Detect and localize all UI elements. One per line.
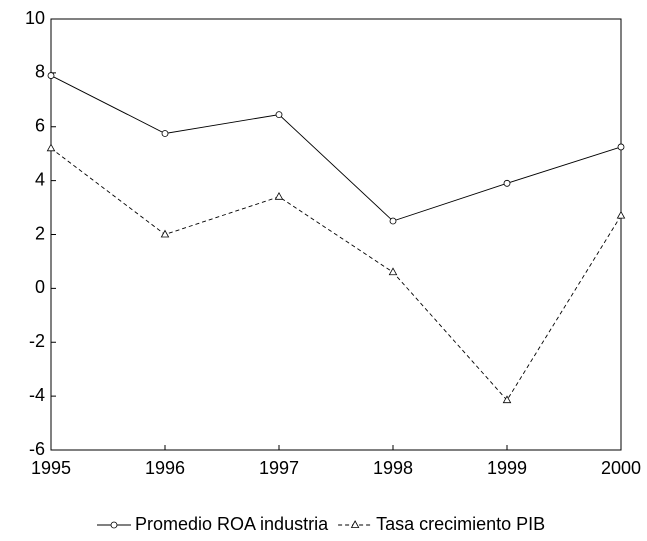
series-line [50,75,622,222]
data-point [160,229,170,238]
x-tick-label: 1998 [373,458,413,478]
data-point [161,130,169,137]
y-tick-label: 8 [35,62,45,82]
data-point [502,395,512,404]
legend-label: Promedio ROA industria [135,514,329,534]
y-tick-label: -4 [29,385,45,405]
x-tick-label: 1997 [259,458,299,478]
data-point [503,179,511,187]
data-point [617,143,625,151]
series-line [50,147,622,401]
x-tick-label: 2000 [601,458,641,478]
data-point [275,111,283,119]
data-point [46,143,56,152]
data-point [389,217,397,225]
y-tick-label: -6 [29,439,45,459]
y-tick-label: 4 [35,169,45,189]
y-tick-label: -2 [29,331,45,351]
data-point [616,210,626,219]
data-point [388,267,398,276]
legend-label: Tasa crecimiento PIB [376,514,545,534]
legend-marker [350,520,360,528]
x-tick-label: 1995 [31,458,71,478]
y-tick-label: 0 [35,277,45,297]
legend-marker [110,521,118,529]
x-tick-label: 1996 [145,458,185,478]
y-tick-label: 10 [25,8,45,28]
y-tick-label: 2 [35,223,45,243]
x-tick-label: 1999 [487,458,527,478]
data-point [274,191,284,200]
data-point [47,72,55,79]
y-tick-label: 6 [35,116,45,136]
